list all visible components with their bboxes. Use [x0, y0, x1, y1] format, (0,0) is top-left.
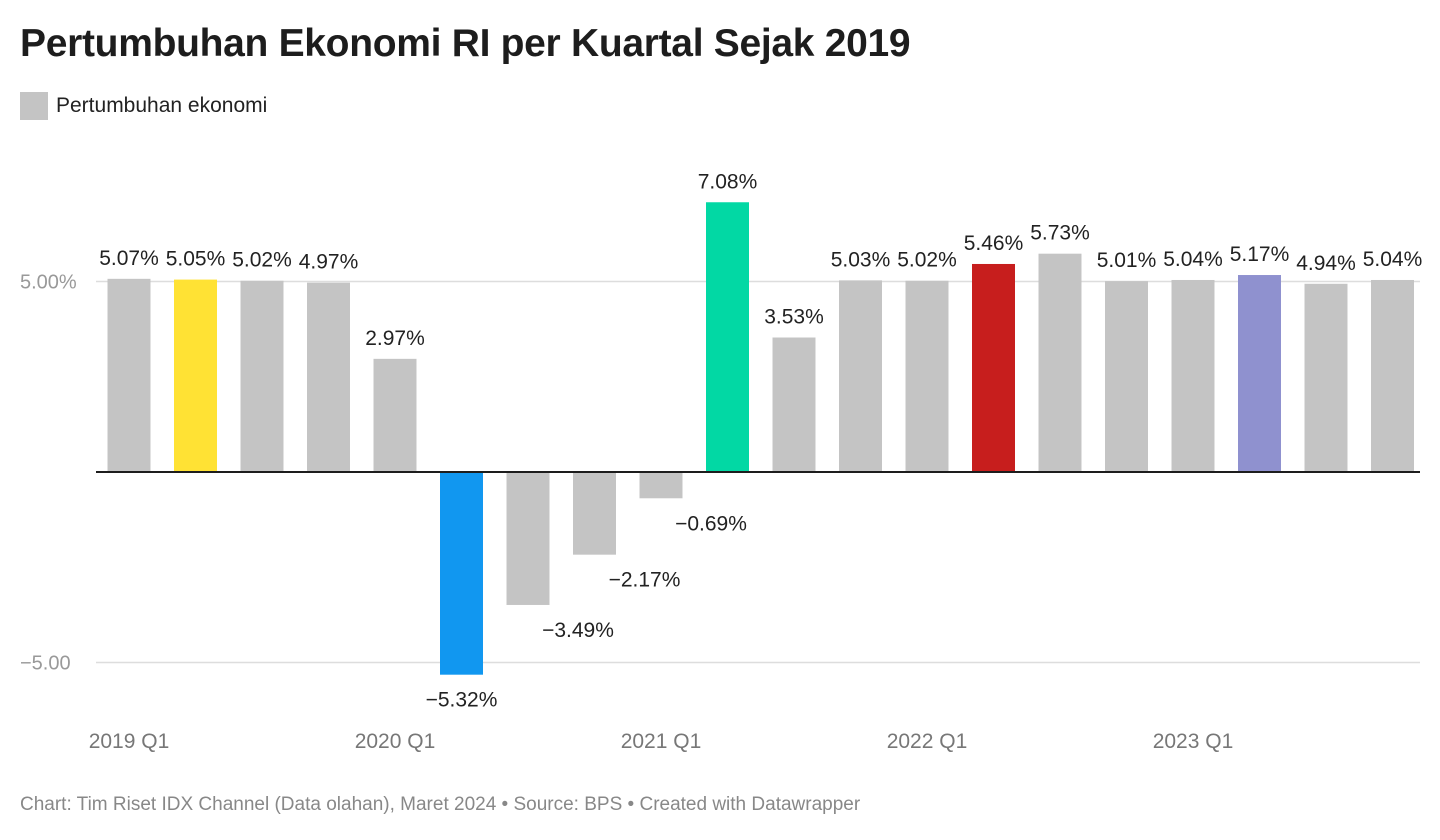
value-label: 5.07%	[99, 247, 159, 270]
value-label: 4.97%	[299, 251, 359, 274]
x-tick-label: 2021 Q1	[621, 730, 702, 753]
value-label: 5.04%	[1363, 248, 1423, 271]
value-label: 5.02%	[897, 249, 957, 272]
value-label: 4.94%	[1296, 252, 1356, 275]
bar	[107, 278, 151, 472]
bar	[1304, 283, 1348, 472]
legend: Pertumbuhan ekonomi	[20, 92, 267, 120]
x-tick-label: 2023 Q1	[1153, 730, 1234, 753]
legend-swatch	[20, 92, 48, 120]
chart-footer: Chart: Tim Riset IDX Channel (Data olaha…	[20, 794, 861, 815]
value-label: 5.73%	[1030, 222, 1090, 245]
bar	[506, 472, 550, 605]
value-label: 5.46%	[964, 232, 1024, 255]
bar	[905, 280, 949, 472]
legend-label: Pertumbuhan ekonomi	[56, 94, 268, 117]
y-tick-label: 5.00%	[20, 272, 77, 294]
y-tick-label: −5.00	[20, 653, 71, 675]
value-label: −3.49%	[542, 619, 614, 642]
x-tick-label: 2019 Q1	[89, 730, 170, 753]
bar	[1371, 279, 1414, 472]
value-labels: 5.07% 5.05% 5.02% 4.97% 2.97% −5.32% −3.49% −2.…	[99, 170, 1422, 711]
bar	[573, 472, 616, 555]
value-label: −2.17%	[609, 569, 681, 592]
value-label: 5.05%	[166, 248, 226, 271]
chart-title: Pertumbuhan Ekonomi RI per Kuartal Sejak…	[20, 22, 911, 65]
bar	[240, 280, 284, 472]
value-label: 5.01%	[1097, 249, 1157, 272]
bar	[972, 263, 1015, 472]
bar	[772, 337, 816, 472]
value-label: 7.08%	[698, 170, 758, 193]
x-axis-ticks: 2019 Q1 2020 Q1 2021 Q1 2022 Q1 2023 Q1	[89, 730, 1234, 753]
bar-chart: 5.00% −5.00 5.07% 5.05% 5.02% 4.97% 2.97% −5.3…	[20, 170, 1422, 753]
value-label: 5.04%	[1163, 248, 1223, 271]
x-tick-label: 2022 Q1	[887, 730, 968, 753]
value-label: 5.17%	[1230, 243, 1290, 266]
bar	[639, 472, 683, 499]
x-tick-label: 2020 Q1	[355, 730, 436, 753]
bar	[839, 280, 882, 472]
value-label: −5.32%	[426, 689, 498, 712]
bar	[1105, 281, 1148, 472]
bar	[373, 358, 417, 472]
bar	[440, 472, 483, 675]
value-label: 3.53%	[764, 306, 824, 329]
value-label: 5.02%	[232, 249, 292, 272]
bar	[1238, 275, 1281, 472]
bar	[1038, 253, 1082, 472]
bar	[174, 279, 217, 472]
bar	[706, 202, 749, 472]
value-label: 2.97%	[365, 327, 425, 350]
bar	[307, 282, 350, 472]
bars	[96, 202, 1420, 675]
value-label: 5.03%	[831, 248, 891, 271]
value-label: −0.69%	[675, 512, 747, 535]
y-axis-ticks: 5.00% −5.00	[20, 272, 77, 675]
bar	[1171, 279, 1215, 472]
